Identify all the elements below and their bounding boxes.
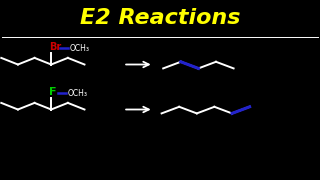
Text: F: F <box>49 87 56 97</box>
Text: OCH₃: OCH₃ <box>70 44 90 53</box>
Text: Br: Br <box>49 42 61 52</box>
Text: OCH₃: OCH₃ <box>68 89 88 98</box>
Text: E2 Reactions: E2 Reactions <box>80 8 240 28</box>
